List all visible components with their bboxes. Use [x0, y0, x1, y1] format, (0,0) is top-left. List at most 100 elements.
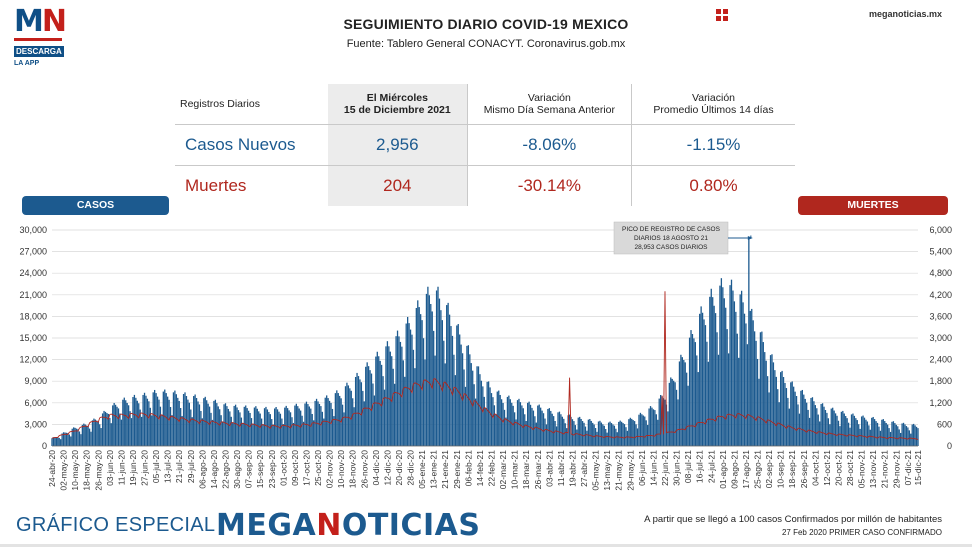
casos-bar — [722, 287, 724, 446]
casos-bar — [839, 426, 841, 446]
casos-bar — [503, 409, 506, 446]
casos-bar — [748, 237, 750, 446]
app-logo[interactable]: MN DESCARGA LA APP — [14, 7, 67, 67]
casos-bar — [158, 399, 160, 446]
casos-bar — [269, 414, 271, 446]
x-tick-label: 03-jun-20 — [105, 450, 115, 486]
x-tick-label: 28-dic-20 — [406, 450, 416, 486]
casos-bar — [140, 416, 143, 446]
covid-chart: 0 3,000 6,000 9,000 12,000 15,000 18,000 21,000… — [19, 221, 952, 491]
casos-bar — [751, 308, 753, 446]
casos-bar — [116, 406, 118, 446]
casos-bar — [847, 422, 850, 446]
casos-bar — [505, 417, 507, 446]
x-tick-label: 05-nov-21 — [857, 450, 867, 489]
x-tick-label: 30-ago-20 — [232, 450, 242, 489]
casos-bar — [762, 342, 764, 446]
x-tick-label: 17-ago-21 — [741, 450, 751, 489]
y-left-tick-label: 0 — [42, 441, 47, 451]
casos-bar — [791, 381, 793, 446]
casos-bar — [541, 410, 543, 446]
casos-bar — [733, 301, 736, 446]
casos-bar — [837, 420, 840, 446]
casos-bar — [378, 356, 380, 446]
casos-bar — [343, 412, 345, 446]
casos-bar — [693, 338, 695, 446]
casos-bar — [727, 353, 730, 446]
casos-bar — [846, 418, 848, 446]
casos-bar — [642, 415, 644, 446]
casos-bar — [447, 302, 449, 446]
casos-bar — [657, 419, 659, 446]
casos-bar — [603, 425, 605, 446]
casos-bar — [347, 385, 350, 446]
casos-bar — [852, 413, 854, 446]
casos-bar — [386, 341, 389, 446]
casos-bar — [70, 436, 72, 446]
casos-bar — [51, 438, 53, 446]
casos-bar — [83, 423, 85, 446]
casos-bar — [250, 418, 253, 446]
casos-bar — [580, 418, 582, 446]
casos-bar — [142, 394, 144, 446]
casos-bar — [752, 320, 754, 446]
casos-bar — [654, 410, 656, 446]
casos-bar — [554, 421, 556, 446]
x-tick-label: 11-abr-21 — [556, 450, 566, 486]
casos-bar — [271, 419, 273, 446]
x-tick-label: 29-nov-21 — [891, 450, 901, 489]
casos-bar — [227, 408, 230, 446]
casos-bar — [375, 356, 377, 446]
casos-bar — [872, 416, 874, 446]
site-link[interactable]: meganoticias.mx — [868, 9, 942, 19]
casos-bar — [881, 419, 883, 446]
casos-bar — [905, 426, 908, 446]
casos-bar — [889, 431, 892, 446]
casos-bar — [65, 432, 68, 446]
casos-bar — [444, 363, 446, 446]
casos-bar — [259, 413, 261, 446]
casos-bar — [534, 416, 536, 446]
summary-value: 204 — [327, 165, 468, 206]
casos-bar — [515, 419, 517, 446]
footer-first-case: 27 Feb 2020 PRIMER CASO CONFIRMADO — [781, 528, 942, 537]
casos-bar — [795, 395, 798, 446]
casos-bar — [563, 418, 565, 446]
casos-bar — [207, 403, 209, 446]
casos-bar — [433, 330, 435, 446]
casos-bar — [480, 380, 483, 446]
casos-bar — [780, 372, 782, 446]
grid-icon[interactable] — [716, 9, 728, 21]
casos-bar — [409, 329, 412, 446]
casos-bar — [545, 424, 548, 446]
casos-bar — [453, 354, 455, 446]
casos-bar — [904, 424, 906, 446]
casos-bar — [117, 408, 120, 446]
casos-bar — [564, 423, 566, 446]
casos-bar — [422, 338, 425, 446]
casos-bar — [729, 285, 731, 446]
annotation-text: PICO DE REGISTRO DE CASOS — [622, 226, 721, 233]
casos-bar — [628, 419, 630, 446]
casos-bar — [594, 428, 597, 446]
casos-bar — [214, 399, 217, 446]
casos-bar — [664, 399, 666, 446]
casos-bar — [123, 397, 125, 446]
casos-bar — [172, 392, 175, 446]
casos-bar — [600, 422, 603, 446]
x-tick-label: 20-oct-21 — [833, 450, 843, 486]
casos-bar — [211, 419, 214, 446]
casos-bar — [291, 417, 293, 446]
footer-brand-logo[interactable]: MEGANOTICIAS — [216, 508, 481, 543]
x-tick-label: 07-dic-21 — [903, 450, 913, 486]
legend-casos: CASOS — [22, 196, 169, 215]
casos-bar — [288, 410, 290, 446]
casos-bar — [217, 406, 219, 446]
casos-bar — [385, 346, 387, 446]
casos-bar — [187, 399, 189, 446]
casos-bar — [753, 331, 756, 446]
casos-bar — [586, 430, 588, 446]
casos-bar — [768, 392, 770, 446]
casos-bar — [279, 413, 282, 446]
casos-bar — [529, 404, 532, 446]
